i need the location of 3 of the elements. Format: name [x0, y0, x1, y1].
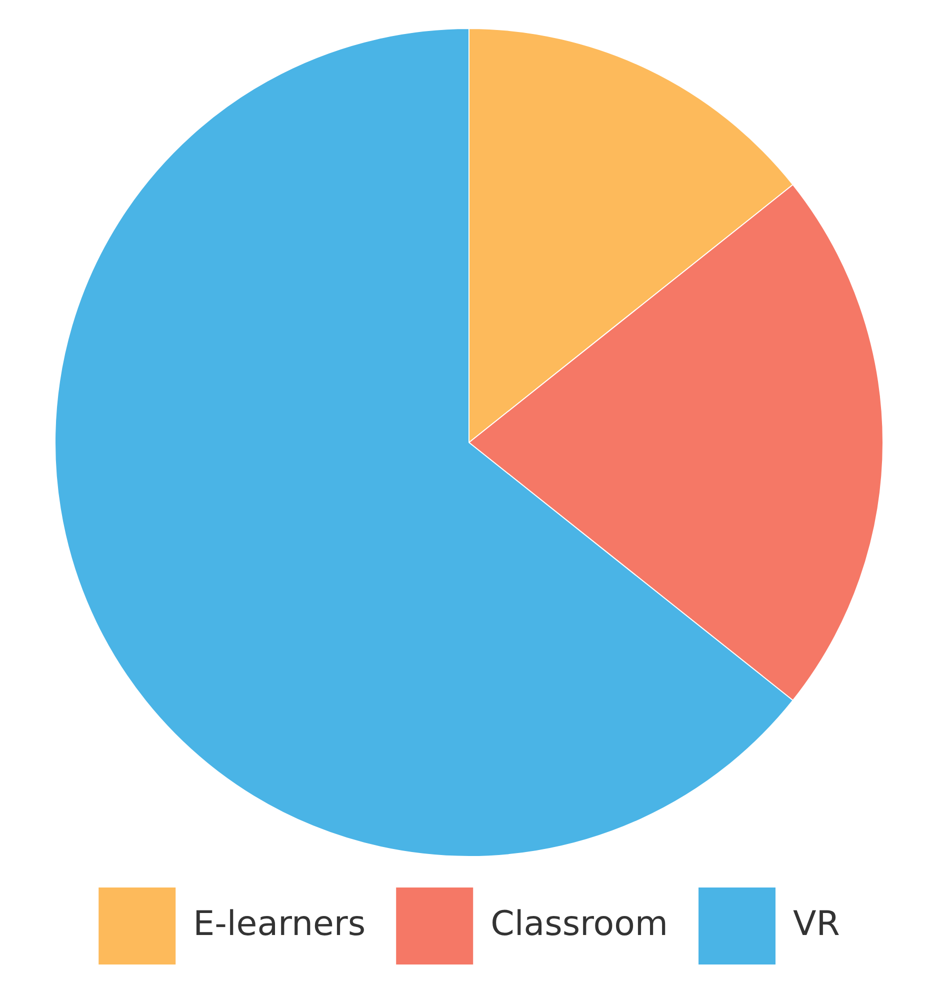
legend-label: VR: [793, 904, 840, 944]
legend-label: Classroom: [490, 904, 668, 944]
legend-label: E-learners: [193, 904, 366, 944]
